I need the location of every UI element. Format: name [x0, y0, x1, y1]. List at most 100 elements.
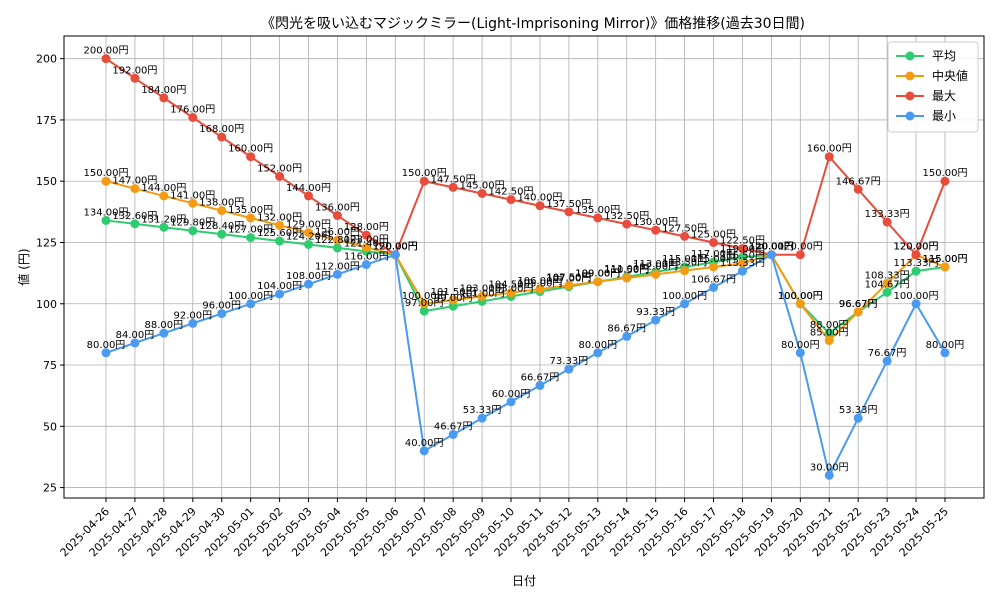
data-label: 100.00円 — [402, 291, 447, 302]
data-label: 40.00円 — [405, 438, 444, 449]
data-label: 30.00円 — [810, 462, 849, 473]
data-point — [535, 201, 545, 211]
legend-swatch-marker — [905, 51, 915, 61]
data-point — [419, 446, 429, 456]
data-label: 100.00円 — [228, 291, 273, 302]
data-label: 104.67円 — [865, 279, 910, 290]
data-label: 132.50円 — [604, 211, 649, 222]
data-label: 73.33円 — [550, 356, 589, 367]
data-point — [593, 348, 603, 358]
data-point — [477, 188, 487, 198]
data-label: 168.00円 — [199, 124, 244, 135]
data-point — [593, 277, 603, 287]
data-point — [795, 348, 805, 358]
data-label: 113.00円 — [633, 259, 678, 270]
data-label: 150.00円 — [402, 168, 447, 179]
data-point — [709, 237, 719, 247]
data-label: 103.00円 — [489, 283, 534, 294]
data-label: 129.00円 — [286, 220, 331, 231]
data-label: 122.50円 — [720, 236, 765, 247]
data-label: 53.33円 — [463, 405, 502, 416]
data-label: 100.00円 — [894, 291, 939, 302]
data-point — [159, 93, 169, 103]
data-point — [130, 219, 140, 229]
data-point — [217, 132, 227, 142]
data-point — [680, 231, 690, 241]
data-point — [535, 284, 545, 294]
data-point — [275, 289, 285, 299]
data-point — [622, 331, 632, 341]
data-label: 122.80円 — [315, 235, 360, 246]
data-label: 121.40円 — [344, 238, 389, 249]
data-label: 144.00円 — [286, 183, 331, 194]
data-point — [246, 233, 256, 243]
data-point — [332, 235, 342, 245]
data-point — [853, 307, 863, 317]
data-label: 100.00円 — [662, 291, 707, 302]
data-label: 146.67円 — [836, 176, 881, 187]
y-tick-label: 25 — [43, 482, 57, 495]
data-point — [737, 266, 747, 276]
data-point — [882, 278, 892, 288]
data-label: 101.50円 — [431, 287, 476, 298]
data-point — [101, 348, 111, 358]
data-point — [332, 243, 342, 253]
data-point — [448, 295, 458, 305]
data-point — [332, 211, 342, 221]
data-label: 109.00円 — [575, 269, 620, 280]
data-label: 60.00円 — [492, 389, 531, 400]
data-label: 88.00円 — [810, 320, 849, 331]
y-tick-label: 100 — [36, 298, 57, 311]
data-label: 111.00円 — [604, 264, 649, 275]
data-point — [535, 380, 545, 390]
data-label: 80.00円 — [926, 340, 965, 351]
data-label: 97.00円 — [405, 298, 444, 309]
data-label: 86.67円 — [607, 323, 646, 334]
data-point — [824, 328, 834, 338]
data-label: 104.50円 — [489, 280, 534, 291]
data-label: 115.00円 — [662, 254, 707, 265]
data-label: 130.00円 — [633, 217, 678, 228]
data-point — [680, 266, 690, 276]
data-label: 120.00円 — [894, 242, 939, 253]
series-line-2 — [105, 57, 946, 257]
data-label: 112.00円 — [633, 261, 678, 272]
data-label: 115.00円 — [922, 254, 967, 265]
data-label: 116.50円 — [720, 250, 765, 261]
data-label: 131.20円 — [141, 214, 186, 225]
data-label: 101.00円 — [460, 288, 505, 299]
data-label: 141.00円 — [170, 190, 215, 201]
y-axis-label: 値 (円) — [16, 248, 31, 285]
legend-swatch-marker — [905, 91, 915, 101]
data-point — [940, 176, 950, 186]
data-point — [246, 152, 256, 162]
data-point — [159, 222, 169, 232]
y-tick-label: 75 — [43, 359, 57, 372]
data-label: 100.00円 — [778, 291, 823, 302]
data-label: 132.60円 — [112, 211, 157, 222]
legend-entry-label: 最小 — [932, 109, 956, 123]
data-label: 150.00円 — [922, 168, 967, 179]
data-label: 84.00円 — [116, 330, 155, 341]
data-label: 107.00円 — [546, 274, 591, 285]
data-point — [361, 242, 371, 252]
data-point — [824, 152, 834, 162]
data-label: 127.50円 — [662, 223, 707, 234]
data-point — [911, 250, 921, 260]
data-point — [911, 299, 921, 309]
data-point — [130, 73, 140, 83]
series-line-3 — [105, 253, 946, 479]
data-point — [766, 250, 776, 260]
data-point — [188, 198, 198, 208]
data-point — [709, 262, 719, 272]
data-label: 104.00円 — [257, 281, 302, 292]
data-label: 129.80円 — [170, 218, 215, 229]
legend-swatch-marker — [905, 71, 915, 81]
data-point — [304, 191, 314, 201]
data-label: 120.00円 — [373, 242, 418, 253]
data-point — [680, 299, 690, 309]
data-label: 80.00円 — [578, 340, 617, 351]
data-point — [795, 250, 805, 260]
y-tick-label: 150 — [36, 175, 57, 188]
data-label: 106.00円 — [517, 276, 562, 287]
